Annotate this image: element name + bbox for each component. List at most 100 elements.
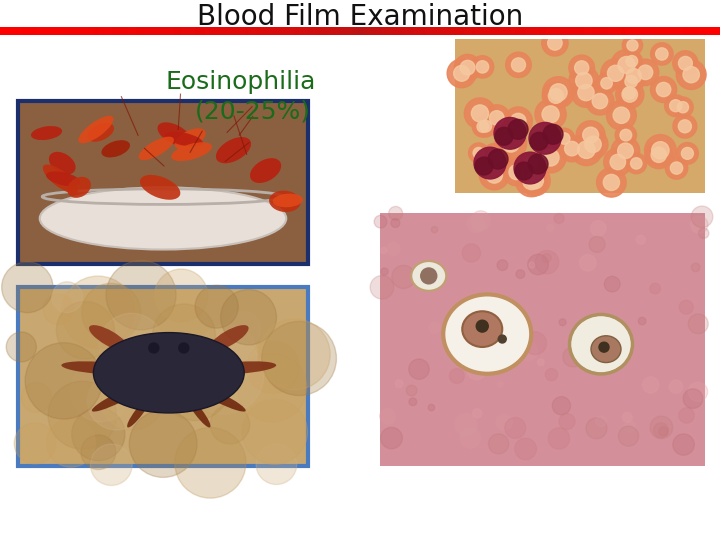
Circle shape [651, 147, 666, 163]
Circle shape [650, 416, 672, 438]
Circle shape [488, 149, 508, 169]
Circle shape [645, 141, 672, 168]
Circle shape [471, 56, 494, 78]
Circle shape [569, 66, 599, 96]
Circle shape [542, 83, 570, 110]
Ellipse shape [46, 171, 81, 186]
Circle shape [548, 428, 570, 449]
Circle shape [618, 426, 639, 446]
Circle shape [381, 427, 402, 449]
Circle shape [464, 98, 495, 129]
Circle shape [683, 66, 699, 83]
Circle shape [409, 398, 417, 406]
Circle shape [473, 147, 484, 158]
Circle shape [520, 165, 550, 195]
Ellipse shape [158, 123, 191, 146]
Ellipse shape [411, 261, 446, 291]
Circle shape [631, 158, 642, 169]
Circle shape [409, 359, 429, 379]
Circle shape [389, 206, 402, 220]
Ellipse shape [209, 325, 248, 351]
Circle shape [454, 65, 469, 81]
Circle shape [161, 352, 230, 421]
Circle shape [379, 408, 396, 424]
Circle shape [467, 361, 486, 380]
Circle shape [639, 317, 646, 325]
Circle shape [515, 162, 533, 180]
Circle shape [688, 314, 708, 334]
Circle shape [72, 408, 125, 461]
Circle shape [644, 134, 676, 166]
Circle shape [482, 144, 508, 169]
Circle shape [161, 367, 198, 404]
Circle shape [665, 157, 688, 179]
Ellipse shape [94, 333, 244, 413]
Circle shape [526, 157, 538, 170]
Circle shape [370, 275, 394, 299]
Circle shape [413, 272, 421, 281]
Circle shape [261, 321, 336, 395]
Circle shape [528, 262, 535, 268]
Circle shape [237, 353, 307, 422]
Circle shape [395, 380, 403, 388]
Circle shape [575, 61, 589, 75]
Circle shape [559, 133, 570, 144]
Circle shape [690, 216, 708, 233]
Circle shape [622, 413, 632, 422]
Circle shape [464, 348, 480, 364]
Circle shape [52, 282, 83, 313]
Circle shape [596, 416, 606, 427]
Circle shape [683, 389, 703, 408]
Ellipse shape [78, 116, 114, 143]
Text: Eosinophilia: Eosinophilia [165, 70, 315, 94]
Circle shape [610, 154, 626, 170]
Circle shape [491, 153, 505, 167]
Bar [380, 213, 705, 465]
Bar [455, 34, 705, 193]
Circle shape [14, 423, 55, 464]
Circle shape [524, 158, 537, 171]
Text: Blood Film Examination: Blood Film Examination [197, 3, 523, 31]
Circle shape [514, 152, 546, 184]
Circle shape [620, 63, 647, 90]
Circle shape [535, 142, 566, 173]
Circle shape [590, 221, 606, 236]
Circle shape [81, 435, 116, 470]
Ellipse shape [165, 132, 203, 146]
Circle shape [247, 341, 300, 393]
Circle shape [381, 268, 388, 275]
Ellipse shape [187, 397, 210, 428]
Ellipse shape [462, 311, 503, 347]
Circle shape [474, 147, 506, 179]
Circle shape [589, 237, 606, 253]
Circle shape [226, 312, 261, 346]
Circle shape [530, 132, 548, 150]
Circle shape [670, 162, 683, 174]
Circle shape [82, 284, 140, 342]
Circle shape [47, 418, 96, 467]
Circle shape [48, 381, 117, 449]
Circle shape [622, 35, 642, 56]
Circle shape [691, 263, 700, 272]
Circle shape [474, 116, 497, 137]
Circle shape [406, 385, 417, 396]
Ellipse shape [61, 361, 136, 374]
Circle shape [549, 89, 563, 103]
Circle shape [515, 438, 536, 460]
Circle shape [623, 87, 636, 99]
Circle shape [542, 149, 559, 166]
Circle shape [480, 120, 492, 132]
Circle shape [679, 300, 693, 314]
Circle shape [114, 342, 166, 395]
Ellipse shape [40, 187, 287, 249]
Circle shape [1, 262, 53, 313]
Circle shape [627, 40, 638, 51]
Circle shape [504, 107, 532, 135]
Ellipse shape [89, 325, 129, 351]
Circle shape [155, 269, 208, 322]
Circle shape [505, 333, 517, 346]
Circle shape [600, 59, 630, 88]
Circle shape [497, 260, 508, 271]
Circle shape [537, 359, 544, 366]
Circle shape [564, 141, 579, 156]
